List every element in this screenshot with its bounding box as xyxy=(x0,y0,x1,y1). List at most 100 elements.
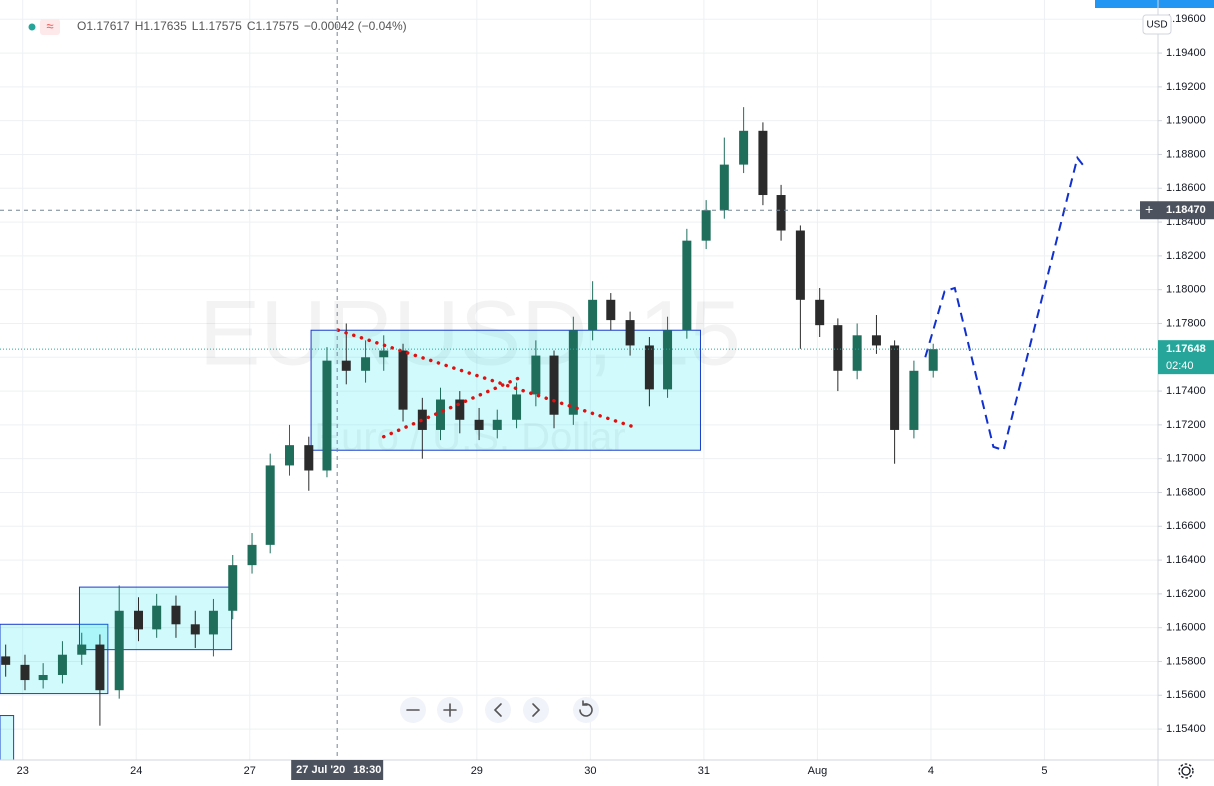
icon xyxy=(532,703,541,717)
crosshair-plus: + xyxy=(1145,201,1153,217)
x-tick-label: Aug xyxy=(808,765,828,777)
x-tick-label: 24 xyxy=(130,765,142,777)
y-tick-label: 1.19000 xyxy=(1166,115,1206,127)
y-tick-label: 1.18800 xyxy=(1166,148,1206,160)
y-tick-label: 1.16000 xyxy=(1166,622,1206,634)
candle-body xyxy=(398,350,408,410)
candle-body xyxy=(20,664,30,681)
icon xyxy=(1181,766,1191,776)
candle-body xyxy=(265,465,275,545)
candle-body xyxy=(455,399,465,420)
candle-body xyxy=(701,210,711,241)
y-tick-label: 1.16600 xyxy=(1166,520,1206,532)
ohlc-value: L1.17575 xyxy=(192,19,242,33)
indicator-button[interactable] xyxy=(40,19,60,35)
ohlc-value: C1.17575 xyxy=(247,19,299,33)
candle-body xyxy=(739,130,749,165)
candle-body xyxy=(1,656,11,665)
candle-body xyxy=(152,605,162,630)
candle-body xyxy=(663,330,673,390)
candle-body xyxy=(341,360,351,371)
y-tick-label: 1.19200 xyxy=(1166,81,1206,93)
range-box xyxy=(0,623,109,695)
candle-body xyxy=(492,419,502,430)
indicator-icon: ≈ xyxy=(46,18,53,33)
y-tick-label: 1.18000 xyxy=(1166,284,1206,296)
y-tick-label: 1.19600 xyxy=(1166,13,1206,25)
ohlc-value: H1.17635 xyxy=(135,19,187,33)
candle-body xyxy=(644,345,654,390)
scroll-right-button[interactable] xyxy=(523,697,549,723)
trend-line xyxy=(381,375,522,439)
candle-body xyxy=(247,544,257,566)
candle-body xyxy=(776,195,786,231)
y-tick-label: 1.16400 xyxy=(1166,554,1206,566)
candle-body xyxy=(171,605,181,625)
candle-body xyxy=(531,355,541,395)
top-toolbar[interactable] xyxy=(1095,0,1214,8)
candle-body xyxy=(361,357,371,371)
currency-button[interactable] xyxy=(1142,14,1172,35)
forecast-path xyxy=(924,155,1087,452)
y-tick-label: 1.17000 xyxy=(1166,453,1206,465)
candle-body xyxy=(606,299,616,321)
candle-body xyxy=(758,130,768,196)
settings-button[interactable] xyxy=(1178,763,1194,779)
candle-body xyxy=(228,565,238,611)
x-tick-label: 30 xyxy=(584,765,596,777)
candle-body xyxy=(568,330,578,415)
candle-body xyxy=(285,445,294,466)
candle-body xyxy=(190,624,200,635)
candle-body xyxy=(852,335,862,371)
x-tick-label: 31 xyxy=(698,765,710,777)
navigation-buttons xyxy=(400,697,599,723)
y-tick-label: 1.17200 xyxy=(1166,419,1206,431)
crosshair-time-label: 18:30 xyxy=(353,764,381,776)
x-tick-label: 23 xyxy=(17,765,29,777)
currency-label: USD xyxy=(1146,20,1167,31)
ohlc-readout: O1.17617 H1.17635 L1.17575 C1.17575 −0.00042… xyxy=(77,19,407,33)
y-tick-label: 1.18600 xyxy=(1166,182,1206,194)
candle-body xyxy=(379,350,389,358)
x-tick-label: 27 xyxy=(244,765,256,777)
status-dot xyxy=(28,23,36,31)
candle-body xyxy=(815,299,825,326)
crosshair-price-label: 1.18470 xyxy=(1166,204,1206,216)
candle-body xyxy=(890,345,900,430)
range-box xyxy=(310,329,701,451)
candle-body xyxy=(114,610,124,691)
y-tick-label: 1.15400 xyxy=(1166,723,1206,735)
plot xyxy=(0,0,1158,761)
candle-body xyxy=(909,370,919,430)
candle-body xyxy=(38,674,48,681)
candle-body xyxy=(134,610,144,630)
axes: 1.19600 1.19400 1.19200 1.19000 1.18800 1.186… xyxy=(17,13,1214,780)
x-tick-label: 4 xyxy=(928,765,934,777)
crosshair-time-badge xyxy=(291,760,384,780)
y-tick-label: 1.16800 xyxy=(1166,486,1206,498)
candle-body xyxy=(435,399,445,430)
x-tick-label: 5 xyxy=(1041,765,1047,777)
candle-body xyxy=(77,644,87,655)
y-tick-label: 1.18200 xyxy=(1166,250,1206,262)
last-price-badge xyxy=(1158,340,1214,375)
y-tick-label: 1.19400 xyxy=(1166,47,1206,59)
countdown-label: 02:40 xyxy=(1166,360,1194,372)
candle-body xyxy=(57,654,67,675)
candle-body xyxy=(474,419,484,430)
candle-body xyxy=(512,394,522,420)
candle-body xyxy=(682,240,692,331)
x-tick-label: 29 xyxy=(471,765,483,777)
y-tick-label: 1.17400 xyxy=(1166,385,1206,397)
scroll-left-button[interactable] xyxy=(485,697,511,723)
reset-button[interactable] xyxy=(573,697,599,723)
y-tick-label: 1.17800 xyxy=(1166,317,1206,329)
icon xyxy=(1178,763,1194,779)
candle-body xyxy=(928,349,938,371)
candle-body xyxy=(95,644,105,691)
icon xyxy=(493,703,502,717)
y-tick-label: 1.15800 xyxy=(1166,655,1206,667)
icon xyxy=(579,700,593,717)
candle-body xyxy=(795,230,805,300)
